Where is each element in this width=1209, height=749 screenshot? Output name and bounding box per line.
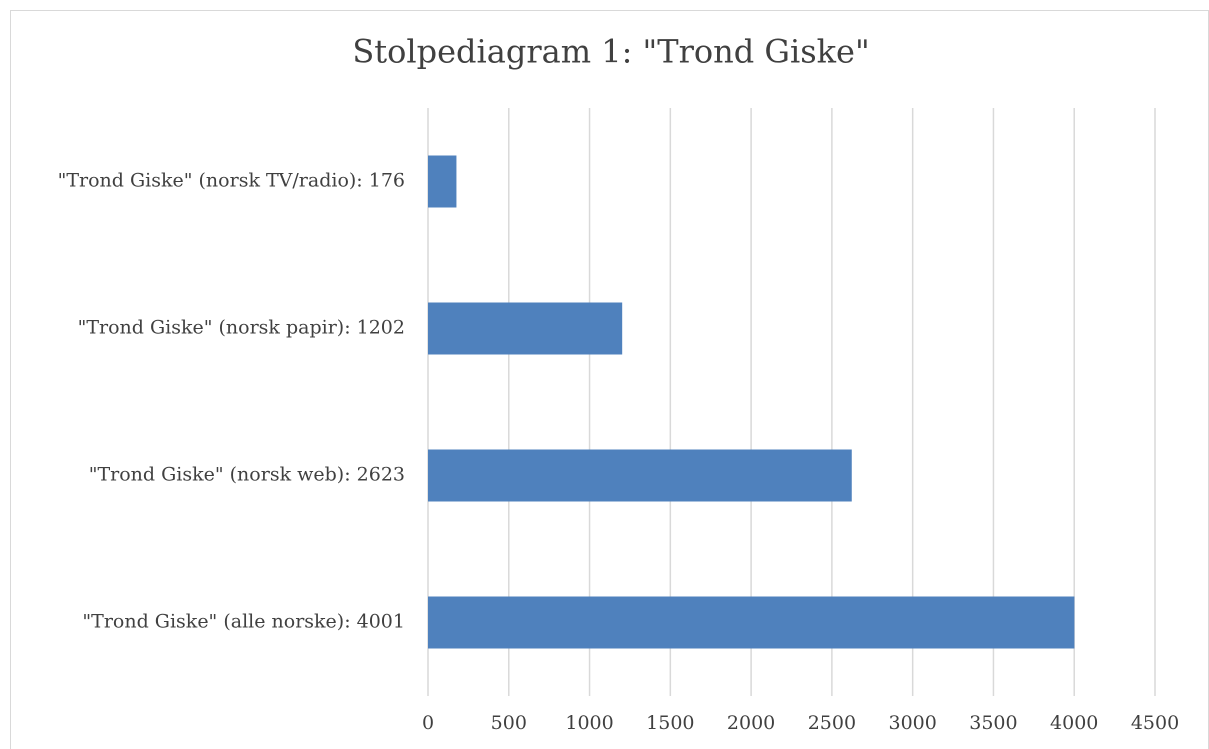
y-tick-label: "Trond Giske" (norsk papir): 1202 [78, 317, 405, 339]
bar [428, 155, 457, 208]
x-tick-label: 1500 [646, 712, 694, 734]
x-tick-label: 3500 [969, 712, 1017, 734]
x-tick-label: 2000 [727, 712, 775, 734]
x-tick-label: 500 [491, 712, 527, 734]
x-tick-label: 4000 [1050, 712, 1098, 734]
x-tick-label: 0 [422, 712, 434, 734]
x-tick-label: 2500 [808, 712, 856, 734]
x-tick-label: 4500 [1131, 712, 1179, 734]
bar [428, 449, 852, 502]
y-tick-label: "Trond Giske" (alle norske): 4001 [82, 611, 405, 633]
x-tick-label: 3000 [888, 712, 936, 734]
chart-title: Stolpediagram 1: "Trond Giske" [352, 33, 869, 71]
y-tick-label: "Trond Giske" (norsk TV/radio): 176 [58, 170, 405, 192]
bar [428, 596, 1075, 649]
x-tick-label: 1000 [565, 712, 613, 734]
y-tick-label: "Trond Giske" (norsk web): 2623 [89, 464, 405, 486]
bar [428, 302, 623, 355]
